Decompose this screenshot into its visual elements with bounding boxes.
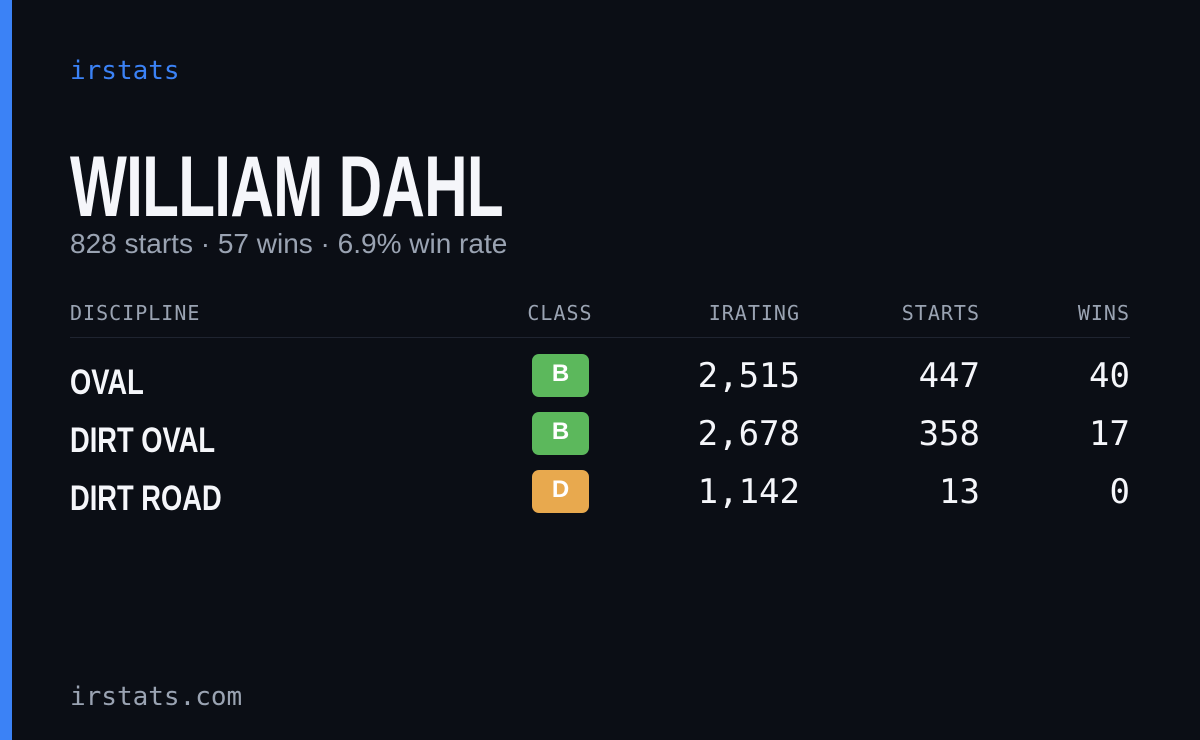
- class-badge: B: [532, 354, 589, 397]
- column-header: CLASS: [527, 301, 593, 325]
- driver-summary: 828 starts · 57 wins · 6.9% win rate: [70, 228, 508, 259]
- wins-cell: 0: [1109, 472, 1130, 512]
- accent-bar: [0, 0, 12, 740]
- starts-cell: 447: [918, 356, 980, 396]
- driver-name: WILLIAM DAHL: [70, 139, 504, 235]
- irating-cell: 2,678: [697, 414, 800, 454]
- header-rule: [70, 337, 1130, 338]
- starts-cell: 358: [918, 414, 980, 454]
- discipline-cell: OVAL: [70, 363, 144, 402]
- footer: irstats.com: [70, 682, 243, 712]
- column-header: DISCIPLINE: [70, 301, 201, 325]
- discipline-cell: DIRT OVAL: [70, 421, 216, 460]
- class-badge: D: [532, 470, 589, 513]
- column-header: STARTS: [901, 301, 980, 325]
- irating-cell: 2,515: [697, 356, 800, 396]
- column-header: IRATING: [708, 301, 800, 325]
- class-badge: B: [532, 412, 589, 455]
- column-header: WINS: [1077, 301, 1130, 325]
- wins-cell: 17: [1089, 414, 1130, 454]
- discipline-cell: DIRT ROAD: [70, 479, 222, 518]
- wins-cell: 40: [1089, 356, 1130, 396]
- irating-cell: 1,142: [697, 472, 800, 512]
- starts-cell: 13: [939, 472, 980, 512]
- brand: irstats: [70, 56, 180, 86]
